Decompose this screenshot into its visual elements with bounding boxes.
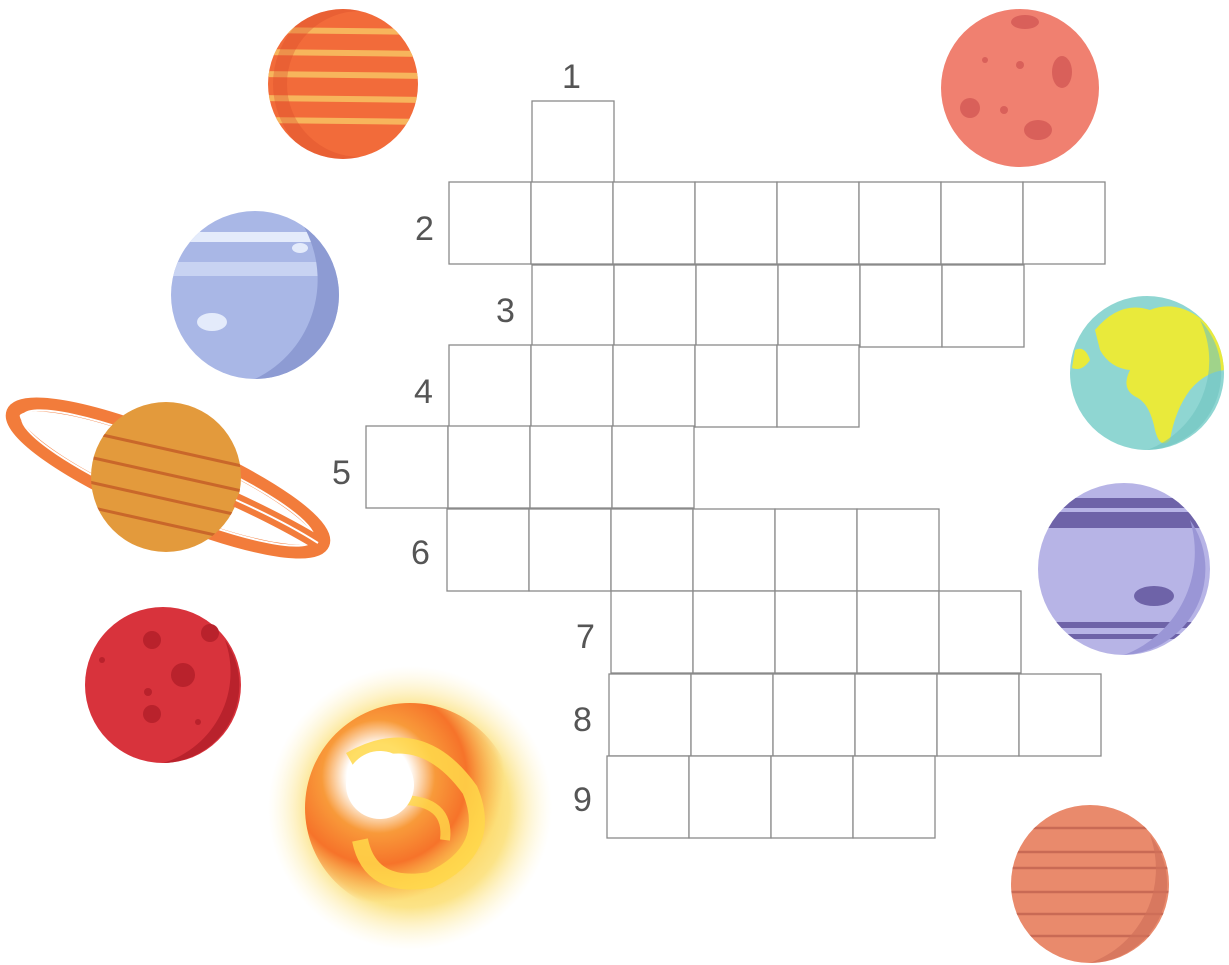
clue-number-5: 5 xyxy=(332,454,351,492)
crossword-cell-2-7[interactable] xyxy=(940,181,1024,265)
venus-icon xyxy=(1011,805,1169,963)
crossword-cell-3-3[interactable] xyxy=(695,264,779,348)
crossword-cell-8-1[interactable] xyxy=(608,673,692,757)
crossword-cell-9-2[interactable] xyxy=(688,755,772,839)
clue-numbers: 1 2 3 4 5 6 7 8 9 xyxy=(332,58,595,819)
clue-number-7: 7 xyxy=(576,618,595,656)
crossword-cell-3-6[interactable] xyxy=(941,264,1025,348)
crossword-cell-5-1[interactable] xyxy=(365,425,449,509)
crossword-cell-5-3[interactable] xyxy=(529,425,613,509)
crossword-cell-7-5[interactable] xyxy=(938,590,1022,674)
clue-number-2: 2 xyxy=(415,210,434,248)
crossword-cell-8-6[interactable] xyxy=(1018,673,1102,757)
crossword-cell-2-3[interactable] xyxy=(612,181,696,265)
mars-icon xyxy=(85,607,241,763)
crossword-cell-9-3[interactable] xyxy=(770,755,854,839)
mercury-icon xyxy=(941,9,1106,168)
crossword-cell-4-4[interactable] xyxy=(694,344,778,428)
clue-number-1: 1 xyxy=(562,58,581,96)
crossword-cell-2-5[interactable] xyxy=(776,181,860,265)
neptune-icon xyxy=(171,211,339,379)
crossword-cell-1-1[interactable] xyxy=(531,100,615,184)
uranus-icon xyxy=(1038,483,1210,655)
crossword-cell-8-4[interactable] xyxy=(854,673,938,757)
clue-number-6: 6 xyxy=(411,534,430,572)
crossword-cell-7-4[interactable] xyxy=(856,590,940,674)
crossword-cell-2-1[interactable] xyxy=(448,181,532,265)
crossword-cell-4-5[interactable] xyxy=(776,344,860,428)
crossword-cell-3-2[interactable] xyxy=(613,264,697,348)
crossword-cell-7-2[interactable] xyxy=(692,590,776,674)
crossword-cell-8-3[interactable] xyxy=(772,673,856,757)
crossword-cell-3-5[interactable] xyxy=(859,264,943,348)
clue-number-8: 8 xyxy=(573,701,592,739)
crossword-cell-5-2[interactable] xyxy=(447,425,531,509)
earth-icon xyxy=(1070,296,1224,450)
crossword-cell-4-2[interactable] xyxy=(530,344,614,428)
crossword-cell-4-3[interactable] xyxy=(612,344,696,428)
crossword-cell-6-6[interactable] xyxy=(856,508,940,592)
sun-icon xyxy=(268,666,552,950)
clue-number-4: 4 xyxy=(414,373,433,411)
crossword-cell-6-2[interactable] xyxy=(528,508,612,592)
crossword-cell-6-4[interactable] xyxy=(692,508,776,592)
crossword-cell-6-5[interactable] xyxy=(774,508,858,592)
crossword-cell-3-4[interactable] xyxy=(777,264,861,348)
crossword-grid xyxy=(365,100,1106,839)
crossword-cell-6-1[interactable] xyxy=(446,508,530,592)
clue-number-3: 3 xyxy=(496,292,515,330)
crossword-cell-2-4[interactable] xyxy=(694,181,778,265)
crossword-cell-2-6[interactable] xyxy=(858,181,942,265)
jupiter-icon xyxy=(268,9,418,159)
clue-number-9: 9 xyxy=(573,781,592,819)
crossword-cell-5-4[interactable] xyxy=(611,425,695,509)
saturn-icon xyxy=(5,397,331,559)
crossword-cell-9-4[interactable] xyxy=(852,755,936,839)
crossword-cell-8-2[interactable] xyxy=(690,673,774,757)
crossword-cell-3-1[interactable] xyxy=(531,264,615,348)
crossword-cell-2-2[interactable] xyxy=(530,181,614,265)
crossword-cell-7-3[interactable] xyxy=(774,590,858,674)
crossword-cell-4-1[interactable] xyxy=(448,344,532,428)
crossword-cell-6-3[interactable] xyxy=(610,508,694,592)
crossword-cell-9-1[interactable] xyxy=(606,755,690,839)
crossword-cell-8-5[interactable] xyxy=(936,673,1020,757)
crossword-cell-7-1[interactable] xyxy=(610,590,694,674)
crossword-cell-2-8[interactable] xyxy=(1022,181,1106,265)
